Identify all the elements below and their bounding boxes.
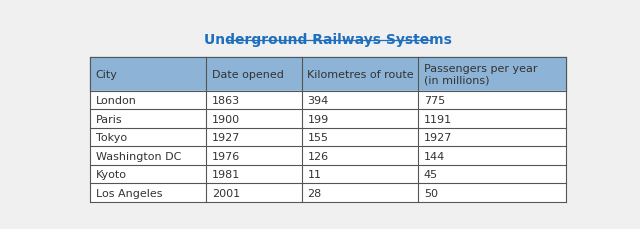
- Text: 1976: 1976: [212, 151, 241, 161]
- Text: 28: 28: [307, 188, 322, 198]
- Text: Los Angeles: Los Angeles: [96, 188, 163, 198]
- Text: 2001: 2001: [212, 188, 241, 198]
- Text: Kyoto: Kyoto: [96, 169, 127, 179]
- Text: Date opened: Date opened: [212, 69, 284, 79]
- Text: City: City: [96, 69, 118, 79]
- Text: Tokyo: Tokyo: [96, 133, 127, 142]
- Text: Kilometres of route: Kilometres of route: [307, 69, 414, 79]
- Text: Washington DC: Washington DC: [96, 151, 181, 161]
- Text: 1927: 1927: [212, 133, 241, 142]
- Text: 11: 11: [307, 169, 321, 179]
- Text: 126: 126: [307, 151, 328, 161]
- Text: 1927: 1927: [424, 133, 452, 142]
- Text: 45: 45: [424, 169, 438, 179]
- Text: 155: 155: [307, 133, 328, 142]
- Text: London: London: [96, 96, 137, 106]
- Text: 50: 50: [424, 188, 438, 198]
- Text: Underground Railways Systems: Underground Railways Systems: [204, 33, 452, 47]
- Text: 394: 394: [307, 96, 329, 106]
- Text: 775: 775: [424, 96, 445, 106]
- Text: 1900: 1900: [212, 114, 241, 124]
- Text: 1981: 1981: [212, 169, 241, 179]
- Text: 1863: 1863: [212, 96, 241, 106]
- Text: 1191: 1191: [424, 114, 452, 124]
- Text: 144: 144: [424, 151, 445, 161]
- Text: 199: 199: [307, 114, 329, 124]
- Text: Passengers per year
(in millions): Passengers per year (in millions): [424, 64, 538, 85]
- Text: Paris: Paris: [96, 114, 122, 124]
